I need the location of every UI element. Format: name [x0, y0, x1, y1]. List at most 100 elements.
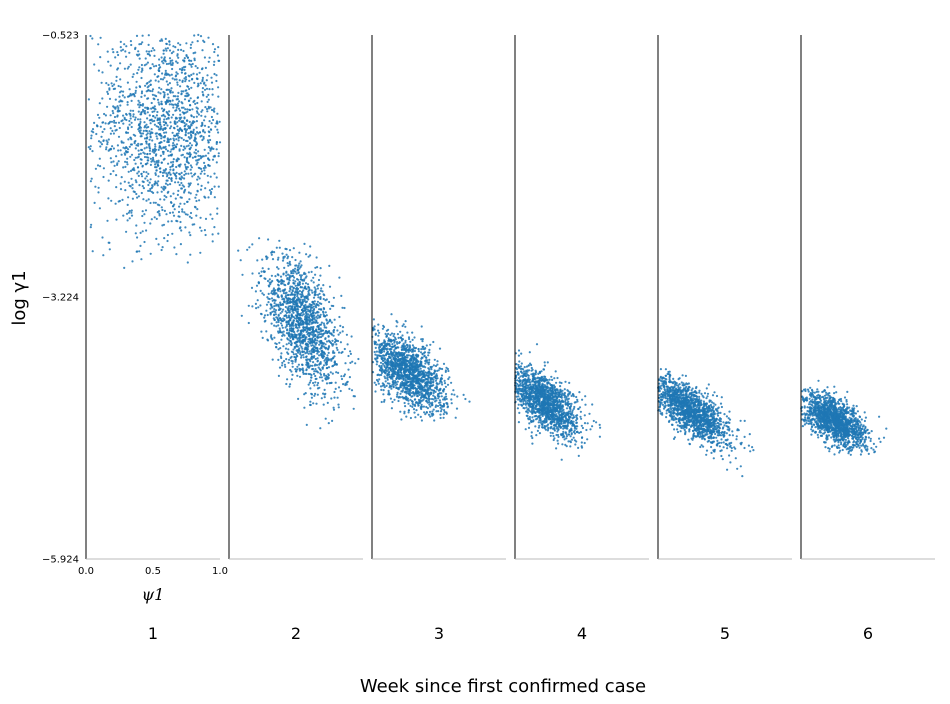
- data-point: [140, 92, 143, 95]
- data-point: [209, 192, 212, 195]
- data-point: [270, 334, 273, 337]
- data-point: [160, 137, 163, 140]
- data-point: [126, 163, 129, 166]
- data-point: [397, 369, 400, 372]
- data-point: [410, 391, 413, 395]
- data-point: [375, 363, 378, 366]
- data-point: [156, 119, 159, 122]
- data-point: [429, 365, 432, 369]
- data-point: [128, 184, 131, 187]
- data-point: [143, 109, 146, 113]
- data-point: [187, 99, 190, 103]
- data-point: [97, 69, 100, 72]
- data-point: [160, 186, 163, 189]
- data-point: [140, 191, 143, 195]
- data-point: [298, 326, 301, 329]
- data-point: [373, 350, 376, 354]
- data-point: [140, 70, 143, 73]
- data-point: [176, 128, 179, 131]
- data-point: [295, 304, 299, 307]
- data-point: [428, 371, 431, 375]
- data-point: [110, 82, 113, 85]
- data-point: [138, 130, 141, 133]
- data-point: [319, 361, 322, 364]
- data-point: [569, 445, 572, 448]
- data-point: [375, 360, 378, 363]
- data-point: [313, 348, 316, 351]
- data-point: [125, 131, 128, 134]
- data-point: [157, 161, 160, 164]
- data-point: [139, 104, 142, 107]
- data-point: [171, 63, 174, 66]
- data-point: [312, 356, 315, 359]
- data-point: [393, 398, 396, 401]
- data-point: [310, 289, 313, 292]
- data-point: [146, 111, 149, 114]
- data-point: [216, 212, 219, 215]
- data-point: [293, 276, 296, 279]
- data-point: [172, 106, 175, 109]
- data-point: [346, 343, 349, 346]
- data-point: [327, 351, 330, 354]
- data-point: [146, 162, 149, 165]
- data-point: [376, 354, 379, 357]
- data-point: [301, 336, 304, 339]
- data-point: [178, 183, 181, 187]
- data-point: [128, 217, 131, 220]
- data-point: [188, 215, 191, 218]
- data-point: [283, 334, 286, 337]
- data-point: [194, 51, 197, 54]
- data-point: [393, 350, 396, 353]
- data-point: [190, 136, 193, 139]
- data-point: [111, 48, 114, 51]
- data-point: [313, 300, 316, 303]
- points-layer: [87, 33, 888, 478]
- data-point: [97, 43, 100, 46]
- data-point: [127, 148, 130, 151]
- data-point: [409, 404, 412, 407]
- data-point: [89, 147, 92, 151]
- data-point: [293, 346, 296, 349]
- data-point: [133, 118, 137, 121]
- data-point: [108, 87, 111, 90]
- data-point: [144, 177, 147, 180]
- data-point: [166, 149, 169, 152]
- data-point: [169, 150, 172, 153]
- data-point: [137, 155, 140, 158]
- data-point: [287, 314, 291, 317]
- data-point: [139, 126, 142, 129]
- data-point: [349, 350, 352, 353]
- data-point: [141, 180, 144, 183]
- data-point: [446, 403, 449, 406]
- data-point: [208, 164, 211, 167]
- data-point: [376, 356, 379, 360]
- data-point: [134, 89, 137, 92]
- data-point: [412, 408, 416, 411]
- data-point: [270, 297, 274, 300]
- data-point: [420, 357, 423, 360]
- data-point: [137, 99, 140, 102]
- data-point: [375, 378, 379, 382]
- data-point: [257, 282, 260, 285]
- data-point: [163, 118, 166, 121]
- data-point: [102, 139, 105, 142]
- data-point: [190, 59, 193, 63]
- data-point: [314, 293, 317, 296]
- data-point: [111, 145, 114, 148]
- data-point: [140, 42, 143, 46]
- data-point: [128, 88, 131, 91]
- data-point: [180, 48, 183, 52]
- data-point: [123, 43, 126, 46]
- data-point: [205, 79, 208, 82]
- data-point: [435, 382, 438, 385]
- data-point: [312, 361, 315, 364]
- data-point: [320, 333, 323, 336]
- data-point: [175, 132, 178, 135]
- data-point: [189, 97, 192, 100]
- data-point: [128, 94, 131, 97]
- data-point: [445, 366, 448, 369]
- data-point: [310, 279, 313, 282]
- data-point: [166, 173, 169, 177]
- data-point: [377, 334, 380, 337]
- data-point: [164, 121, 167, 124]
